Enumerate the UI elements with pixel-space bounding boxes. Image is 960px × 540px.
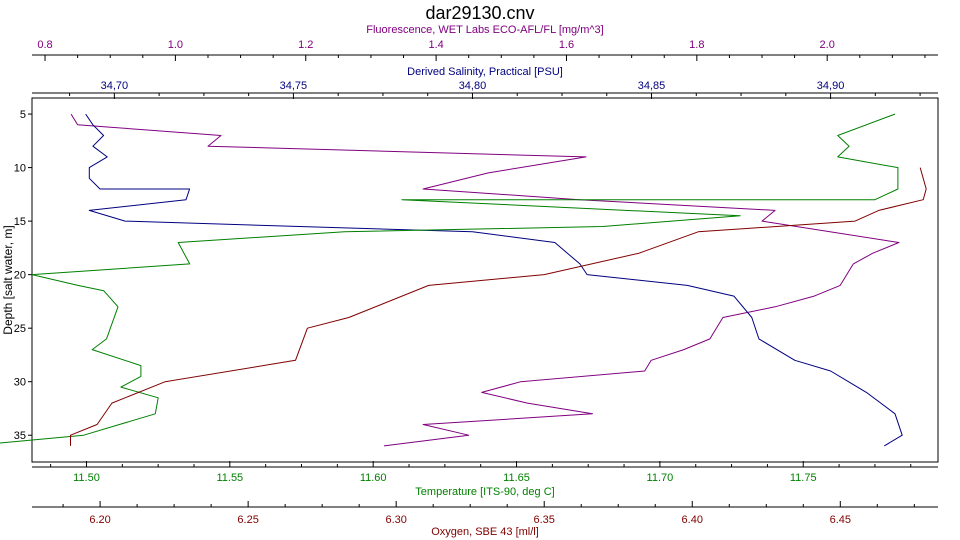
y-tick-label: 15 [14,216,26,228]
x-tick-label: 0.8 [37,39,52,51]
x-tick-label: 11.70 [647,472,674,484]
x-tick-label: 11.50 [73,472,100,484]
series-line-fluor [70,113,900,447]
x-axis-label: Derived Salinity, Practical [PSU] [407,66,563,78]
y-tick-label: 10 [14,163,26,175]
x-tick-label: 34,80 [459,80,487,92]
x-axis-label: Temperature [ITS-90, deg C] [415,486,554,498]
x-axis-sal: 34,70 34,75 34,80 34,85 34,90 Derived Salinit… [32,66,938,99]
x-tick-label: 1.6 [559,39,574,51]
x-tick-label: 11.55 [216,472,243,484]
y-tick-label: 35 [14,430,26,442]
y-tick-label: 20 [14,270,26,282]
x-tick-label: 1.2 [298,39,313,51]
y-tick-label: 5 [20,109,26,121]
x-tick-label: 34,85 [638,80,666,92]
x-tick-label: 11.65 [503,472,530,484]
series-line-sal [85,113,903,447]
x-tick-label: 6.25 [237,514,258,526]
series-layer [0,113,927,447]
series-line-oxy [70,167,927,446]
x-axis-temp: 11.50 11.55 11.60 11.65 11.70 11.75 Temperatur… [32,461,938,498]
x-axis-label: Fluorescence, WET Labs ECO-AFL/FL [mg/m^… [366,24,603,36]
x-tick-label: 34,70 [101,80,129,92]
chart-title: dar29130.cnv [425,3,534,23]
x-tick-label: 34,90 [817,80,845,92]
x-tick-label: 1.4 [428,39,443,51]
x-tick-label: 6.20 [89,514,110,526]
x-tick-label: 6.40 [682,514,703,526]
y-tick-label: 30 [14,377,26,389]
x-tick-label: 34,75 [280,80,308,92]
y-tick-label: 25 [14,323,26,335]
y-axis-label: Depth [salt water, m] [1,225,15,334]
x-tick-label: 1.8 [689,39,704,51]
x-tick-label: 2.0 [820,39,835,51]
series-line-temp [0,113,899,444]
x-axis-label: Oxygen, SBE 43 [ml/l] [431,526,539,538]
x-tick-label: 6.35 [534,514,555,526]
x-tick-label: 6.45 [830,514,851,526]
x-tick-label: 11.75 [790,472,817,484]
x-tick-label: 6.30 [385,514,406,526]
x-tick-label: 11.60 [360,472,387,484]
plot-frame [31,97,939,463]
x-tick-label: 1.0 [168,39,183,51]
axes-layer: 5 10 15 20 25 30 35 Depth [salt water, m] 0.8 1.0… [1,24,939,538]
x-axis-fluor: 0.8 1.0 1.2 1.4 1.6 1.8 2.0 Fluorescence, WET L… [32,24,938,61]
x-axis-oxy: 6.20 6.25 6.30 6.35 6.40 6.45 Oxygen, SBE 43 [… [32,501,938,538]
